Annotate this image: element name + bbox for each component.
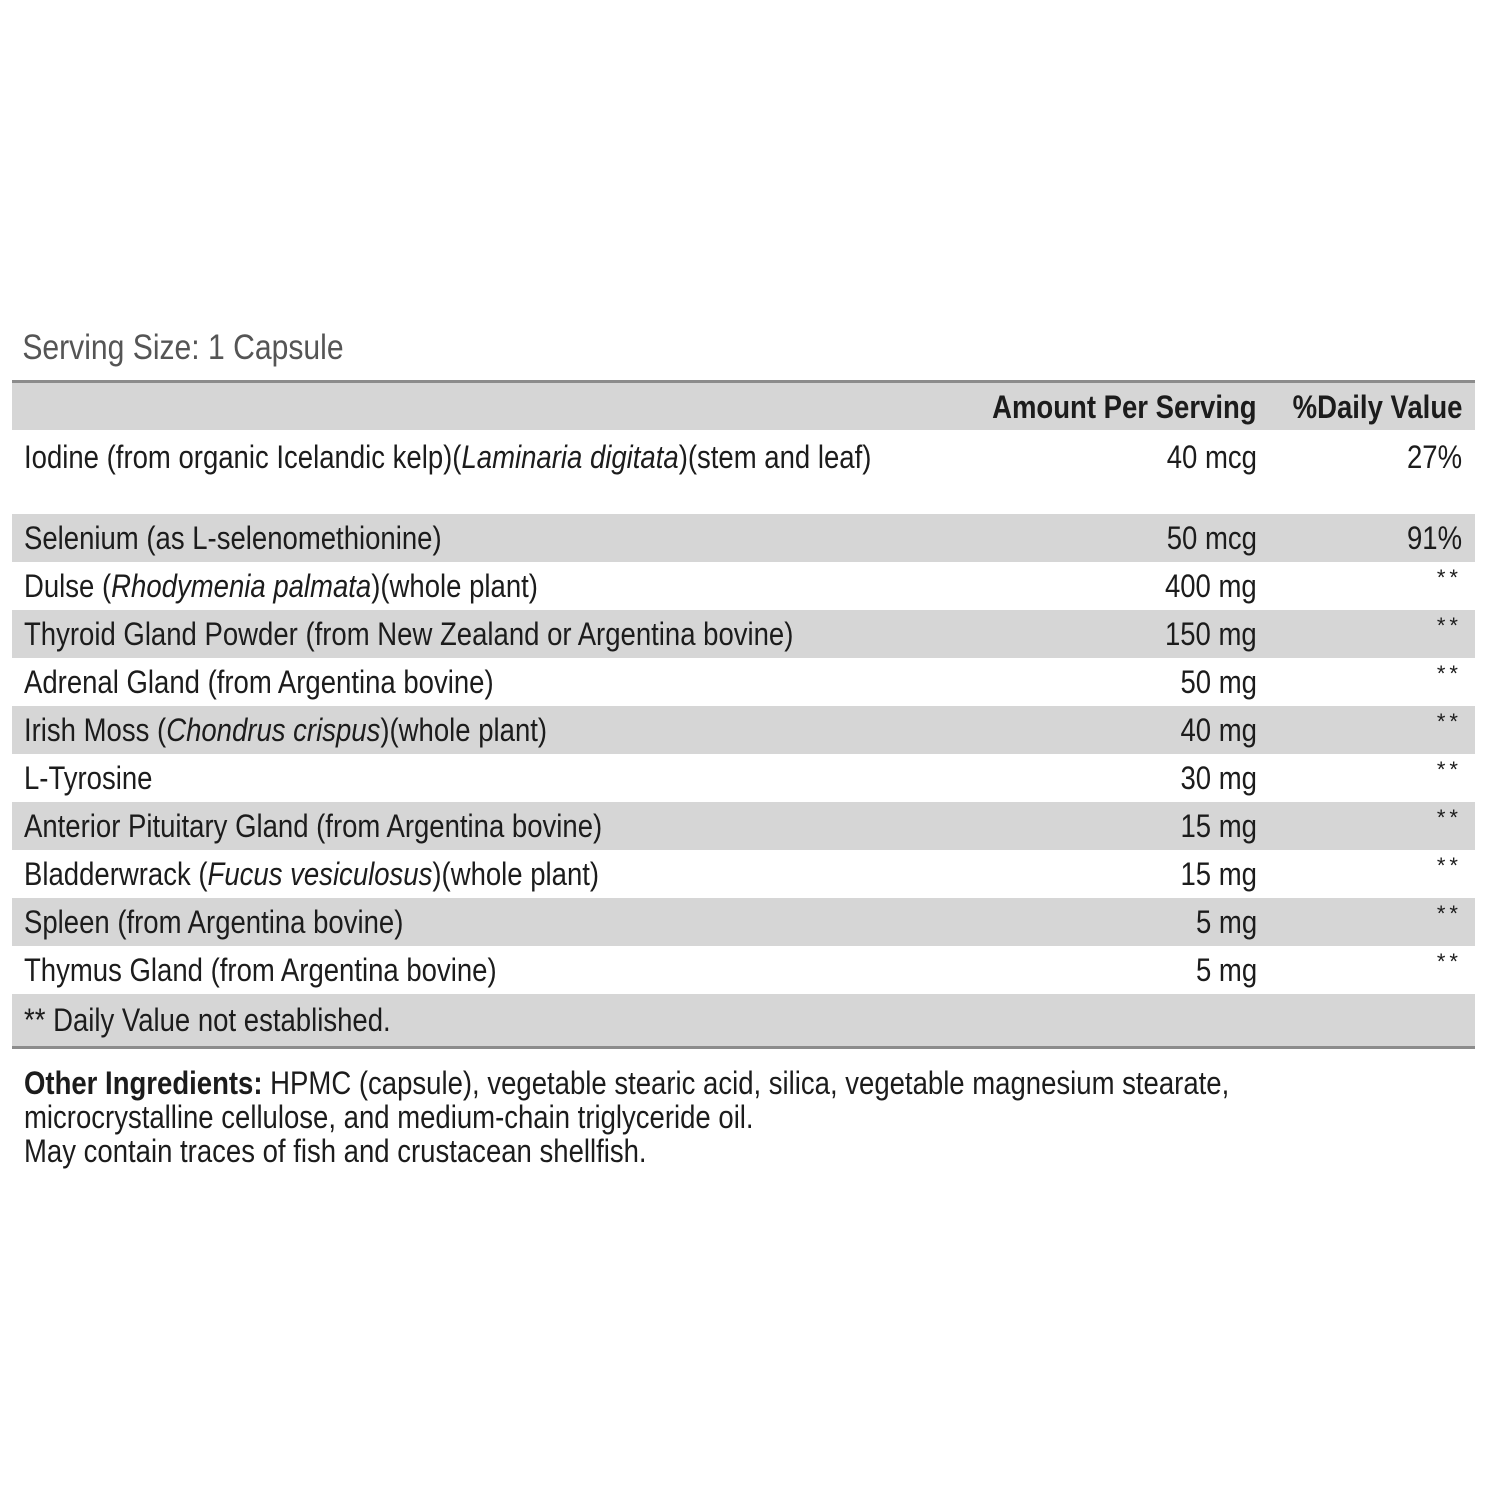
table-row: Thyroid Gland Powder (from New Zealand o…	[12, 610, 1475, 658]
ingredient-name: Thymus Gland (from Argentina bovine)	[24, 952, 497, 988]
ingredient-amount: 50 mcg	[1166, 520, 1257, 556]
supplement-facts-panel: Serving Size: 1 Capsule Amount Per Servi…	[12, 322, 1475, 1049]
ingredient-amount: 5 mg	[1195, 952, 1257, 988]
table-row: Thymus Gland (from Argentina bovine) 5 m…	[12, 946, 1475, 994]
ingredient-amount: 30 mg	[1180, 760, 1257, 796]
ingredient-amount: 5 mg	[1195, 904, 1257, 940]
ingredient-amount: 50 mg	[1180, 664, 1257, 700]
footnote-row: ** Daily Value not established.	[12, 994, 1475, 1046]
ingredient-name: Adrenal Gland (from Argentina bovine)	[24, 664, 494, 700]
ingredient-amount: 15 mg	[1180, 856, 1257, 892]
ingredient-daily-value: **	[1436, 661, 1462, 686]
table-row: Iodine (from organic Icelandic kelp)(Lam…	[12, 430, 1475, 514]
ingredient-daily-value: **	[1436, 709, 1462, 734]
ingredient-name: Selenium (as L-selenomethionine)	[24, 520, 442, 556]
ingredient-daily-value: **	[1436, 565, 1462, 590]
top-divider	[12, 380, 1475, 383]
table-row: Irish Moss (Chondrus crispus)(whole plan…	[12, 706, 1475, 754]
table-header-row: Amount Per Serving %Daily Value	[12, 383, 1475, 430]
ingredient-name: Irish Moss (Chondrus crispus)(whole plan…	[24, 712, 548, 748]
bottom-divider	[12, 1046, 1475, 1049]
other-ingredients-text: HPMC (capsule), vegetable stearic acid, …	[262, 1065, 1230, 1101]
other-ingredients-text-2: microcrystalline cellulose, and medium-c…	[24, 1099, 754, 1135]
header-amount: Amount Per Serving	[992, 388, 1257, 425]
ingredient-name: Thyroid Gland Powder (from New Zealand o…	[24, 616, 794, 652]
ingredient-daily-value: **	[1436, 901, 1462, 926]
ingredient-name: Anterior Pituitary Gland (from Argentina…	[24, 808, 603, 844]
table-row: Spleen (from Argentina bovine) 5 mg **	[12, 898, 1475, 946]
ingredient-amount: 40 mg	[1180, 712, 1257, 748]
ingredient-daily-value: 27%	[1406, 439, 1462, 475]
ingredient-amount: 15 mg	[1180, 808, 1257, 844]
ingredient-amount: 150 mg	[1165, 616, 1257, 652]
table-row: Dulse (Rhodymenia palmata)(whole plant) …	[12, 562, 1475, 610]
ingredient-amount: 400 mg	[1165, 568, 1257, 604]
ingredient-name: Bladderwrack (Fucus vesiculosus)(whole p…	[24, 856, 600, 892]
header-daily-value: %Daily Value	[1292, 388, 1462, 425]
table-row: Adrenal Gland (from Argentina bovine) 50…	[12, 658, 1475, 706]
allergen-statement: May contain traces of fish and crustacea…	[24, 1133, 647, 1169]
serving-size: Serving Size: 1 Capsule	[22, 328, 344, 367]
ingredient-daily-value: 91%	[1406, 520, 1462, 556]
ingredient-name: Dulse (Rhodymenia palmata)(whole plant)	[24, 568, 538, 604]
ingredient-daily-value: **	[1436, 949, 1462, 974]
ingredient-name: L-Tyrosine	[24, 760, 153, 796]
table-row: Selenium (as L-selenomethionine) 50 mcg …	[12, 514, 1475, 562]
ingredient-daily-value: **	[1436, 805, 1462, 830]
footnote: ** Daily Value not established.	[24, 1002, 391, 1038]
ingredient-daily-value: **	[1436, 853, 1462, 878]
other-ingredients-label: Other Ingredients:	[24, 1065, 263, 1101]
ingredient-name: Spleen (from Argentina bovine)	[24, 904, 404, 940]
other-ingredients: Other Ingredients: HPMC (capsule), veget…	[24, 1066, 1400, 1168]
ingredient-name: Iodine (from organic Icelandic kelp)(Lam…	[24, 439, 872, 475]
table-row: Bladderwrack (Fucus vesiculosus)(whole p…	[12, 850, 1475, 898]
table-row: Anterior Pituitary Gland (from Argentina…	[12, 802, 1475, 850]
ingredient-daily-value: **	[1436, 613, 1462, 638]
ingredient-amount: 40 mcg	[1166, 439, 1257, 475]
table-row: L-Tyrosine 30 mg **	[12, 754, 1475, 802]
ingredient-daily-value: **	[1436, 757, 1462, 782]
